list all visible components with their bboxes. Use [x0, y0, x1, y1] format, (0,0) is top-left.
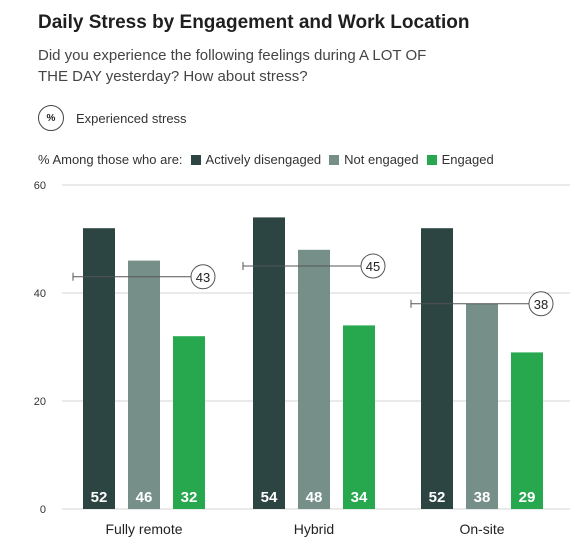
legend-item-not-engaged: Not engaged: [329, 152, 419, 167]
bar-engaged-1: [343, 325, 375, 509]
bar-actively-disengaged-1: [253, 217, 285, 509]
unit-row: % Experienced stress: [38, 105, 187, 131]
legend-label-engaged: Engaged: [441, 152, 494, 167]
bar-actively-disengaged-2: [421, 228, 453, 509]
percent-badge-icon: %: [38, 105, 64, 131]
y-tick-label-20: 20: [34, 396, 46, 408]
bar-value-label-actively-disengaged-0: 52: [91, 489, 108, 506]
bar-actively-disengaged-0: [83, 228, 115, 509]
x-category-label-0: Fully remote: [105, 521, 182, 537]
overall-value-label-0: 43: [196, 270, 210, 285]
x-category-label-2: On-site: [459, 521, 504, 537]
bar-value-label-engaged-0: 32: [181, 489, 198, 506]
y-tick-label-0: 0: [40, 504, 46, 516]
y-tick-label-40: 40: [34, 288, 46, 300]
bar-value-label-not-engaged-2: 38: [474, 489, 491, 506]
legend-label-not-engaged: Not engaged: [344, 152, 419, 167]
y-tick-label-60: 60: [34, 180, 46, 192]
chart-subtitle: Did you experience the following feeling…: [38, 47, 427, 85]
legend-item-engaged: Engaged: [426, 152, 494, 167]
bar-not-engaged-1: [298, 249, 330, 510]
overall-value-label-2: 38: [534, 297, 548, 312]
bar-value-label-engaged-1: 34: [351, 489, 368, 506]
bar-value-label-not-engaged-1: 48: [306, 489, 323, 506]
legend-swatch-actively-disengaged: [190, 154, 201, 165]
x-category-label-1: Hybrid: [294, 521, 334, 537]
legend-item-actively-disengaged: Actively disengaged: [190, 152, 322, 167]
legend-label-actively-disengaged: Actively disengaged: [205, 152, 322, 167]
legend-prefix: % Among those who are:: [38, 152, 183, 167]
legend-swatch-not-engaged: [329, 154, 340, 165]
overall-badge-0: [190, 264, 216, 290]
bar-value-label-actively-disengaged-2: 52: [429, 489, 446, 506]
chart-title: Daily Stress by Engagement and Work Loca…: [38, 12, 470, 33]
legend: % Among those who are: Actively disengag…: [38, 152, 494, 167]
bar-not-engaged-2: [466, 303, 498, 509]
bar-value-label-not-engaged-0: 46: [136, 489, 153, 506]
overall-badge-1: [360, 253, 386, 279]
bar-engaged-2: [511, 352, 543, 509]
overall-badge-2: [528, 291, 554, 317]
unit-label: Experienced stress: [76, 110, 187, 126]
bar-not-engaged-0: [128, 260, 160, 509]
legend-swatch-engaged: [426, 154, 437, 165]
bar-engaged-0: [173, 336, 205, 509]
overall-value-label-1: 45: [366, 259, 380, 274]
bar-value-label-actively-disengaged-1: 54: [261, 489, 278, 506]
bar-value-label-engaged-2: 29: [519, 489, 536, 506]
